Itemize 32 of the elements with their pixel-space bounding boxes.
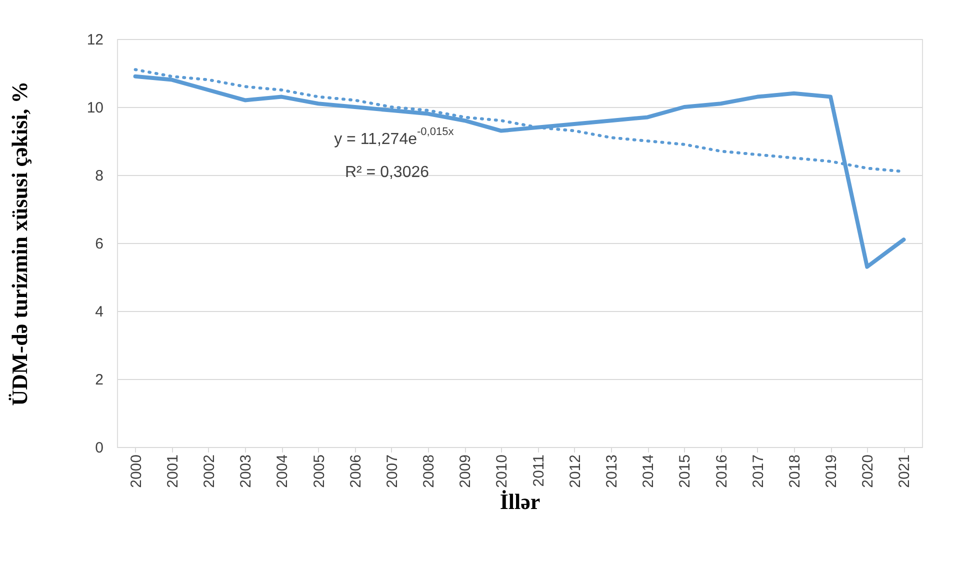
x-tick-label: 2004 <box>274 454 292 488</box>
y-tick-label: 12 <box>86 32 104 48</box>
x-tick-label: 2011 <box>530 454 548 487</box>
y-tick-label: 6 <box>95 236 104 252</box>
x-tick-label: 2016 <box>713 454 730 488</box>
y-tick-label: 0 <box>95 440 104 456</box>
y-axis-title: ÜDM-də turizmin xüsusi çəkisi, % <box>6 81 32 406</box>
x-tick-label: 2014 <box>640 454 658 488</box>
x-tick-label: 2018 <box>786 454 804 488</box>
x-tick-label: 2019 <box>823 454 840 488</box>
x-tick-label: 2000 <box>128 454 145 488</box>
x-tick-label: 2007 <box>384 454 401 488</box>
x-tick-label: 2005 <box>310 454 328 488</box>
x-tick-label: 2008 <box>420 454 438 488</box>
x-tick-label: 2006 <box>347 454 364 488</box>
y-tick-label: 10 <box>86 100 104 116</box>
x-tick-label: 2015 <box>676 454 694 488</box>
x-tick-label: 2012 <box>566 454 584 488</box>
x-tick-label: 2013 <box>603 454 620 488</box>
y-tick-label: 2 <box>95 372 104 388</box>
x-tick-label: 2017 <box>750 454 767 488</box>
x-tick-label: 2010 <box>494 454 511 488</box>
x-tick-label: 2021 <box>896 454 914 488</box>
x-tick-label: 2020 <box>860 454 877 488</box>
x-tick-label: 2001 <box>164 454 182 488</box>
x-tick-label: 2002 <box>200 454 218 488</box>
x-tick-label: 2009 <box>457 454 474 488</box>
x-axis-title: İllər <box>500 488 540 514</box>
annotation: R² = 0,3026 <box>344 164 430 181</box>
x-tick-label: 2003 <box>238 454 255 488</box>
y-tick-label: 4 <box>95 304 104 320</box>
y-tick-label: 8 <box>95 168 104 184</box>
